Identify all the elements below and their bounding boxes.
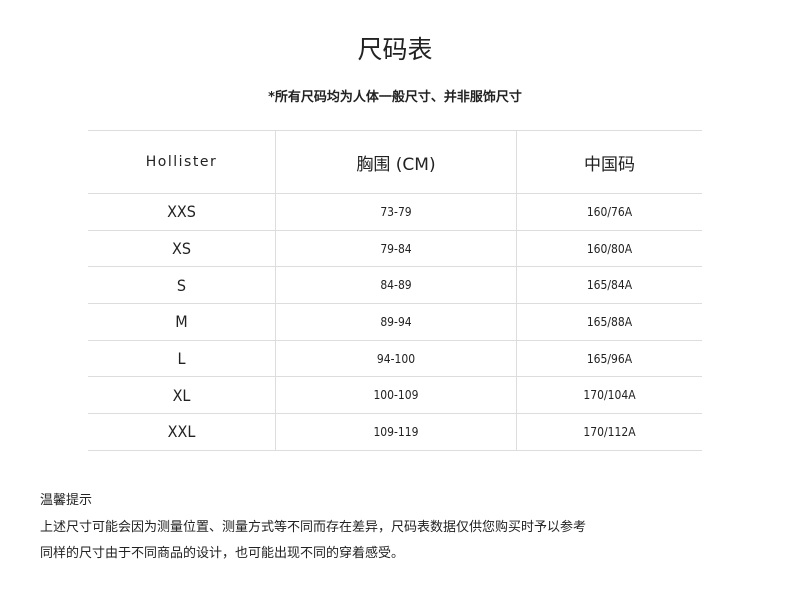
table-row: S 84-89 165/84A xyxy=(88,266,702,305)
header-chest: 胸围 (CM) xyxy=(275,130,517,194)
page-title: 尺码表 xyxy=(357,35,433,64)
cell-china-size: 165/96A xyxy=(516,339,702,378)
cell-chest: 73-79 xyxy=(275,193,517,231)
cell-china-size: 165/84A xyxy=(516,266,702,305)
table-row: XXL 109-119 170/112A xyxy=(88,413,702,451)
table-row: L 94-100 165/96A xyxy=(88,339,702,378)
subtitle: *所有尺码均为人体一般尺寸、并非服饰尺寸 xyxy=(268,90,522,105)
table-row: XXS 73-79 160/76A xyxy=(88,193,702,231)
cell-chest: 94-100 xyxy=(275,339,517,378)
notes-line: 同样的尺寸由于不同商品的设计，也可能出现不同的穿着感受。 xyxy=(40,546,405,561)
header-brand: Hollister xyxy=(88,130,276,194)
cell-size: XXL xyxy=(88,413,276,451)
cell-chest: 100-109 xyxy=(275,376,517,415)
table-row: XL 100-109 170/104A xyxy=(88,376,702,415)
cell-size: M xyxy=(88,303,276,341)
header-china-size: 中国码 xyxy=(516,130,702,194)
notes-line: 上述尺寸可能会因为测量位置、测量方式等不同而存在差异，尺码表数据仅供您购买时予以… xyxy=(40,519,587,535)
cell-china-size: 160/76A xyxy=(516,193,702,231)
cell-china-size: 170/112A xyxy=(516,413,702,451)
table-header-row: Hollister 胸围 (CM) 中国码 xyxy=(88,130,702,194)
cell-size: XL xyxy=(88,376,276,415)
table-row: XS 79-84 160/80A xyxy=(88,229,702,268)
notes: 温馨提示 上述尺寸可能会因为测量位置、测量方式等不同而存在差异，尺码表数据仅供您… xyxy=(40,488,586,568)
notes-heading: 温馨提示 xyxy=(40,493,93,508)
cell-china-size: 165/88A xyxy=(516,303,702,341)
cell-chest: 84-89 xyxy=(275,266,517,305)
cell-chest: 79-84 xyxy=(275,229,517,268)
cell-chest: 109-119 xyxy=(275,413,517,451)
cell-china-size: 170/104A xyxy=(516,376,702,415)
size-table: Hollister 胸围 (CM) 中国码 XXS 73-79 160/76A XS 7… xyxy=(88,130,702,451)
cell-size: XS xyxy=(88,229,276,268)
cell-size: L xyxy=(88,339,276,378)
cell-chest: 89-94 xyxy=(275,303,517,341)
cell-china-size: 160/80A xyxy=(516,229,702,268)
table-row: M 89-94 165/88A xyxy=(88,303,702,341)
cell-size: S xyxy=(88,266,276,305)
cell-size: XXS xyxy=(88,193,276,231)
